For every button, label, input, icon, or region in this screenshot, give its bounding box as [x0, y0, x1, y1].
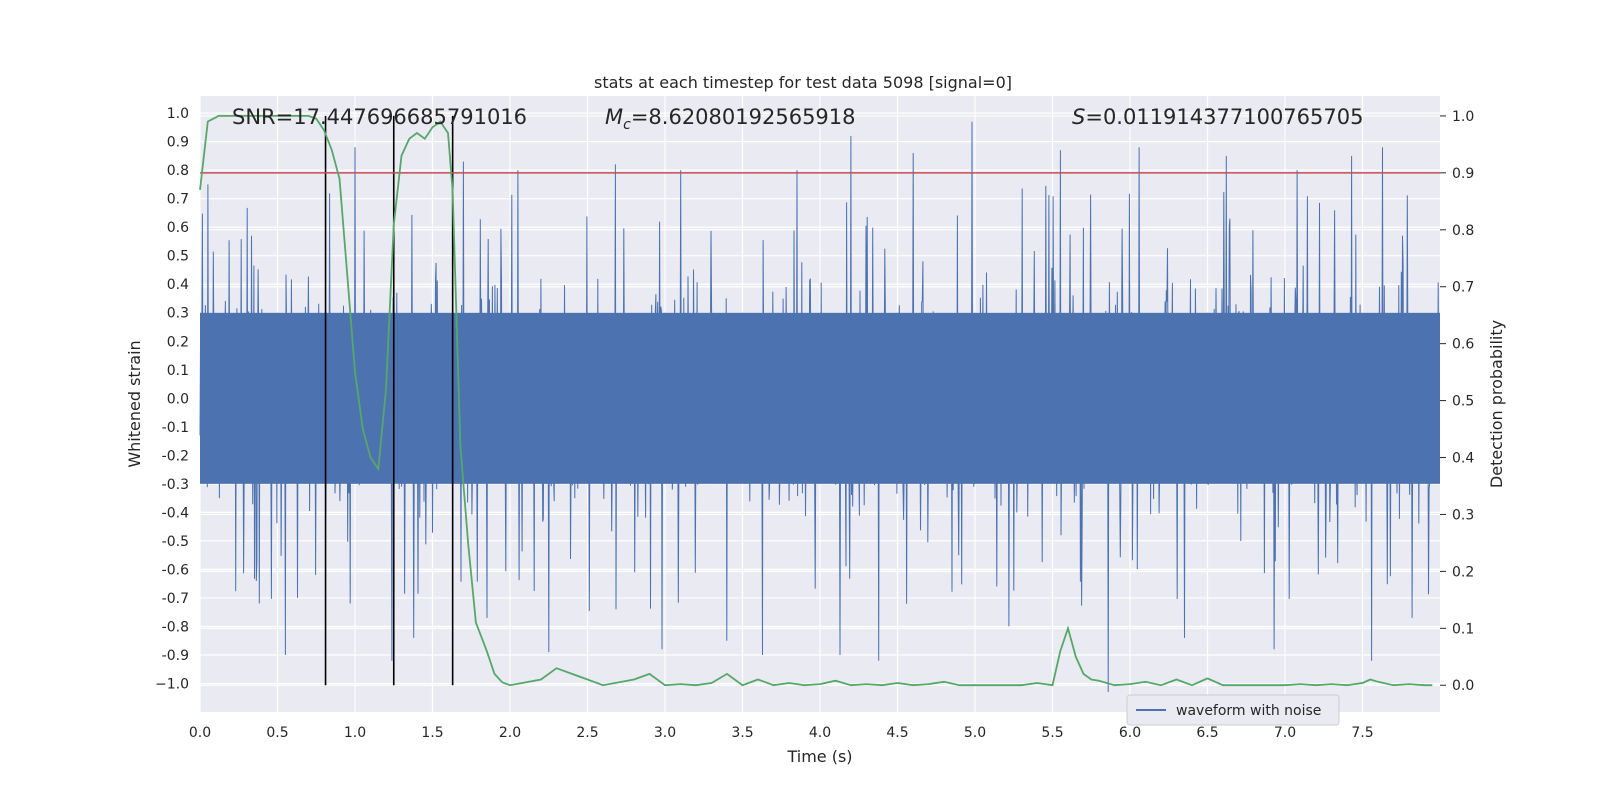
- y-tick-label-left: 0.0: [167, 391, 189, 407]
- probability-series: [199, 115, 1433, 687]
- y-tick-label-left: -0.4: [162, 505, 189, 521]
- y-ticks-right: 1.0 0.9 0.8 0.7 0.6 0.5 0.4 0.3 0.2 0.1 0.0: [1440, 109, 1474, 694]
- y-tick-label-right: 0.5: [1452, 394, 1474, 410]
- x-tick-label: 2.5: [576, 725, 598, 741]
- s-value: =0.011914377100765705: [1085, 105, 1363, 129]
- s-annotation: S=0.011914377100765705: [1072, 105, 1363, 129]
- y-tick-label-right: 0.1: [1452, 621, 1474, 637]
- x-tick-label: 7.5: [1351, 725, 1373, 741]
- x-tick-label: 0.0: [189, 725, 211, 741]
- x-tick-label: 0.5: [266, 725, 288, 741]
- y-tick-label-left: 0.1: [167, 363, 189, 379]
- x-tick-label: 5.0: [964, 725, 986, 741]
- y-tick-label-left: -0.7: [162, 591, 189, 607]
- y-tick-label-right: 0.2: [1452, 564, 1474, 580]
- chirp-mass-annotation: Mc=8.62080192565918: [605, 105, 856, 133]
- legend: waveform with noise: [1126, 694, 1340, 726]
- x-tick-label: 1.5: [421, 725, 443, 741]
- x-tick-label: 1.0: [344, 725, 366, 741]
- y-tick-label-left: 0.5: [167, 249, 189, 265]
- waveform-series: [199, 121, 1440, 693]
- x-tick-label: 4.0: [809, 725, 831, 741]
- y-tick-label-left: -0.3: [162, 477, 189, 493]
- x-tick-label: 5.5: [1041, 725, 1063, 741]
- y-tick-label-left: 0.4: [167, 277, 189, 293]
- chirp-mass-value: =8.62080192565918: [631, 105, 856, 129]
- y-tick-label-right: 0.9: [1452, 166, 1474, 182]
- x-tick-label: 2.0: [499, 725, 521, 741]
- y-tick-label-right: 0.3: [1452, 507, 1474, 523]
- y-axis-label-left: Whitened strain: [125, 340, 144, 467]
- y-tick-label-right: 1.0: [1452, 109, 1474, 125]
- y-tick-label-left: 1.0: [167, 106, 189, 122]
- legend-label: waveform with noise: [1176, 703, 1321, 719]
- s-symbol: S: [1072, 105, 1085, 129]
- y-tick-label-left: 0.3: [167, 306, 189, 322]
- y-tick-label-left: 0.7: [167, 192, 189, 208]
- chirp-mass-subscript: c: [623, 117, 631, 133]
- y-tick-label-left: 0.6: [167, 220, 189, 236]
- x-axis-label: Time (s): [786, 747, 852, 766]
- waveform-core-band: [200, 312, 1440, 484]
- x-tick-label: 3.5: [731, 725, 753, 741]
- y-axis-label-right: Detection probability: [1487, 320, 1506, 488]
- y-tick-label-left: -0.9: [162, 648, 189, 664]
- y-tick-label-left: -0.1: [162, 420, 189, 436]
- x-tick-label: 6.5: [1196, 725, 1218, 741]
- y-tick-label-left: -0.5: [162, 534, 189, 550]
- probability-line: [199, 115, 1433, 687]
- y-tick-label-right: 0.4: [1452, 451, 1474, 467]
- y-tick-label-right: 0.6: [1452, 337, 1474, 353]
- y-tick-label-left: -0.6: [162, 562, 189, 578]
- y-tick-label-left: 0.9: [167, 135, 189, 151]
- y-tick-label-left: 0.8: [167, 163, 189, 179]
- chirp-mass-symbol: M: [605, 105, 623, 129]
- x-tick-label: 7.0: [1274, 725, 1296, 741]
- y-tick-label-left: 0.2: [167, 334, 189, 350]
- y-tick-label-right: 0.0: [1452, 678, 1474, 694]
- y-ticks-left: 1.0 0.9 0.8 0.7 0.6 0.5 0.4 0.3 0.2 0.1 0.0 -0.1 -0.…: [155, 106, 189, 692]
- y-tick-label-left: -0.8: [162, 619, 189, 635]
- legend-box: [1126, 694, 1340, 726]
- y-tick-label-left: −1.0: [155, 676, 189, 692]
- x-tick-label: 3.0: [654, 725, 676, 741]
- y-tick-label-right: 0.8: [1452, 223, 1474, 239]
- y-tick-label-left: -0.2: [162, 448, 189, 464]
- snr-annotation: SNR=17.447696685791016: [232, 105, 527, 129]
- y-tick-label-right: 0.7: [1452, 280, 1474, 296]
- x-ticks: 0.0 0.5 1.0 1.5 2.0 2.5 3.0 3.5 4.0 4.5 5.0 5.5 6.0 6…: [189, 725, 1374, 741]
- x-tick-label: 6.0: [1119, 725, 1141, 741]
- x-tick-label: 4.5: [886, 725, 908, 741]
- chart-title: stats at each timestep for test data 509…: [594, 73, 1012, 92]
